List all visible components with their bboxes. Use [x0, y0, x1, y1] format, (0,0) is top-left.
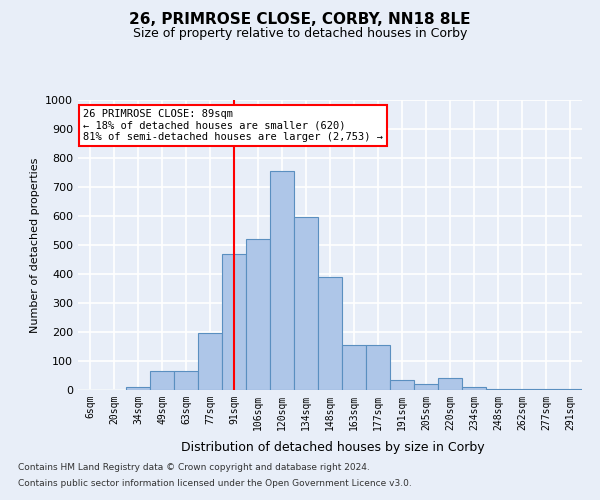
Text: 26, PRIMROSE CLOSE, CORBY, NN18 8LE: 26, PRIMROSE CLOSE, CORBY, NN18 8LE	[129, 12, 471, 28]
Text: Contains public sector information licensed under the Open Government Licence v3: Contains public sector information licen…	[18, 478, 412, 488]
Bar	[150, 371, 174, 390]
Text: 26 PRIMROSE CLOSE: 89sqm
← 18% of detached houses are smaller (620)
81% of semi-: 26 PRIMROSE CLOSE: 89sqm ← 18% of detach…	[83, 108, 383, 142]
Y-axis label: Number of detached properties: Number of detached properties	[29, 158, 40, 332]
Text: Distribution of detached houses by size in Corby: Distribution of detached houses by size …	[181, 441, 485, 454]
Bar	[318, 277, 342, 390]
Bar	[270, 171, 294, 390]
Bar	[126, 387, 150, 390]
Bar	[390, 380, 414, 390]
Text: Size of property relative to detached houses in Corby: Size of property relative to detached ho…	[133, 28, 467, 40]
Bar	[246, 239, 270, 390]
Bar	[462, 387, 486, 390]
Bar	[366, 345, 390, 390]
Bar	[486, 388, 510, 390]
Bar	[438, 378, 462, 390]
Bar	[294, 218, 318, 390]
Bar	[198, 334, 222, 390]
Bar	[414, 384, 438, 390]
Bar	[174, 371, 198, 390]
Bar	[342, 345, 366, 390]
Bar	[222, 254, 246, 390]
Text: Contains HM Land Registry data © Crown copyright and database right 2024.: Contains HM Land Registry data © Crown c…	[18, 464, 370, 472]
